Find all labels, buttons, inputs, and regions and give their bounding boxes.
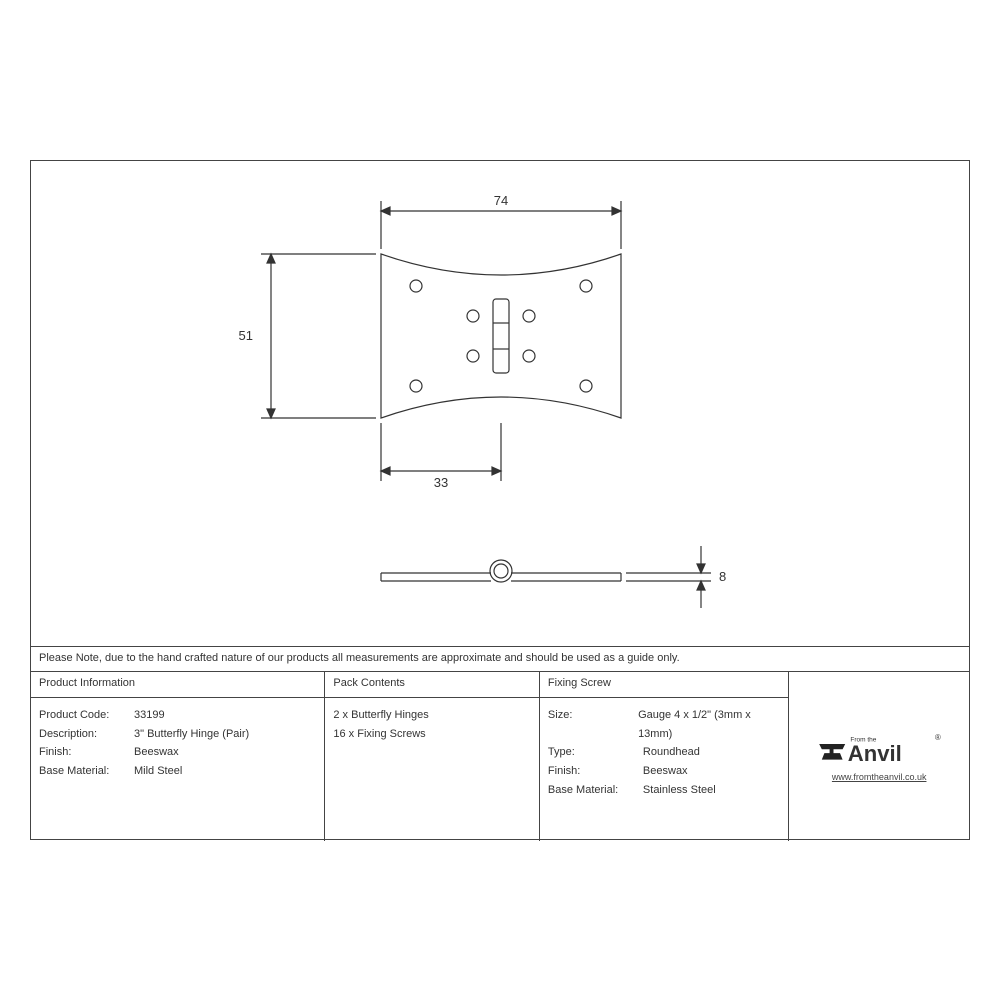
product-info-row: Product Code:33199 (39, 706, 316, 725)
field-label: Finish: (39, 743, 134, 762)
pack-contents-header: Pack Contents (325, 672, 539, 698)
svg-text:8: 8 (719, 569, 726, 584)
product-information-column: Product Information Product Code:33199De… (31, 672, 325, 841)
brand-url: www.fromtheanvil.co.uk (832, 772, 927, 782)
field-label: Base Material: (548, 781, 643, 800)
brand-logo-column: From the Anvil ® www.fromtheanvil.co.uk (789, 672, 969, 841)
field-label: Finish: (548, 762, 643, 781)
svg-text:®: ® (935, 733, 941, 742)
fixing-screw-row: Type:Roundhead (548, 743, 780, 762)
field-value: Stainless Steel (643, 781, 716, 800)
field-label: Type: (548, 743, 643, 762)
field-label: Base Material: (39, 762, 134, 781)
field-value: 33199 (134, 706, 165, 725)
svg-text:51: 51 (239, 328, 253, 343)
field-label: Description: (39, 725, 134, 744)
pack-item: 16 x Fixing Screws (333, 725, 531, 744)
product-info-header: Product Information (31, 672, 324, 698)
product-info-row: Description:3" Butterfly Hinge (Pair) (39, 725, 316, 744)
svg-text:74: 74 (494, 193, 508, 208)
field-value: Beeswax (643, 762, 688, 781)
field-value: Gauge 4 x 1/2" (3mm x 13mm) (638, 706, 780, 743)
fixing-screw-row: Finish:Beeswax (548, 762, 780, 781)
measurement-note: Please Note, due to the hand crafted nat… (31, 646, 969, 672)
product-info-row: Base Material:Mild Steel (39, 762, 316, 781)
field-value: 3" Butterfly Hinge (Pair) (134, 725, 249, 744)
svg-text:33: 33 (434, 475, 448, 490)
product-info-row: Finish:Beeswax (39, 743, 316, 762)
field-label: Product Code: (39, 706, 134, 725)
fixing-screw-row: Base Material:Stainless Steel (548, 781, 780, 800)
logo-main: Anvil (848, 741, 902, 766)
info-table: Product Information Product Code:33199De… (31, 672, 969, 841)
fixing-screw-row: Size:Gauge 4 x 1/2" (3mm x 13mm) (548, 706, 780, 743)
fixing-screw-header: Fixing Screw (540, 672, 788, 698)
spec-sheet: 74 51 33 (30, 160, 970, 840)
technical-drawing: 74 51 33 (31, 161, 969, 646)
anvil-logo: From the Anvil ® (814, 731, 944, 770)
field-label: Size: (548, 706, 638, 743)
field-value: Mild Steel (134, 762, 182, 781)
pack-contents-column: Pack Contents 2 x Butterfly Hinges16 x F… (325, 672, 540, 841)
fixing-screw-column: Fixing Screw Size:Gauge 4 x 1/2" (3mm x … (540, 672, 789, 841)
pack-item: 2 x Butterfly Hinges (333, 706, 531, 725)
field-value: Roundhead (643, 743, 700, 762)
field-value: Beeswax (134, 743, 179, 762)
